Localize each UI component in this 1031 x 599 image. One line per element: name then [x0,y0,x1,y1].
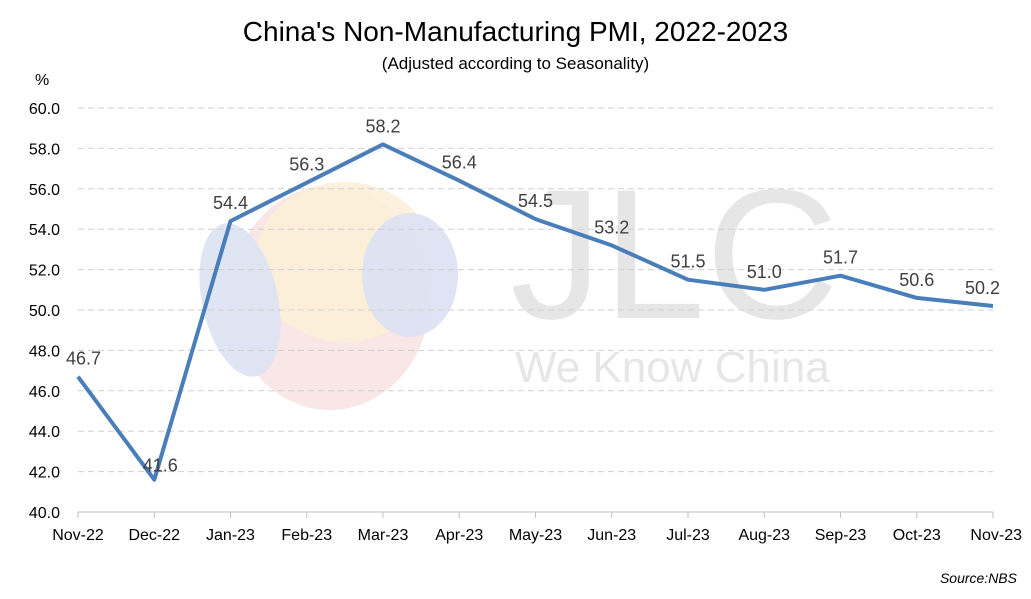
axes [77,511,994,518]
data-label: 50.2 [965,278,1000,298]
y-tick-label: 52.0 [29,263,60,280]
x-tick-label: Oct-23 [893,527,941,544]
source-note: Source:NBS [939,570,1017,586]
series-line [76,142,994,482]
watermark-logo-text: JLC [510,152,839,358]
data-label: 51.5 [670,252,705,272]
y-tick-label: 42.0 [29,465,60,482]
data-label: 41.6 [143,456,178,476]
x-tick-labels: Nov-22 Dec-22 Jan-23 Feb-23 Mar-23 Apr-23 May-… [52,527,1022,544]
data-labels: 46.7 41.6 54.4 56.3 58.2 56.4 54.5 53.2 51.5 51.0… [66,116,1000,475]
x-tick-label: Feb-23 [281,527,332,544]
y-tick-label: 56.0 [29,182,60,199]
data-label: 54.5 [518,191,553,211]
jlc-watermark: JLC We Know China [199,152,839,410]
x-tick-label: Jun-23 [587,527,636,544]
x-tick-label: Jul-23 [666,527,710,544]
data-label: 51.0 [747,262,782,282]
y-tick-label: 50.0 [29,303,60,320]
data-label: 51.7 [823,248,858,268]
data-label: 58.2 [365,116,400,136]
y-tick-label: 40.0 [29,505,60,522]
chart-subtitle: (Adjusted according to Seasonality) [381,54,650,73]
chart-title: China's Non-Manufacturing PMI, 2022-2023 [242,16,789,47]
data-label: 56.4 [442,153,477,173]
x-tick-label: Nov-22 [52,527,104,544]
data-label: 56.3 [289,155,324,175]
y-tick-label: 60.0 [29,101,60,118]
y-tick-label: 46.0 [29,384,60,401]
watermark-tagline: We Know China [515,343,830,392]
y-axis-unit-label: % [35,72,50,89]
y-tick-label: 58.0 [29,141,60,158]
y-tick-label: 54.0 [29,222,60,239]
y-tick-label: 44.0 [29,424,60,441]
y-tick-labels: 40.0 42.0 44.0 46.0 48.0 50.0 52.0 54.0 56.0 58.0… [29,101,60,522]
x-tick-label: May-23 [509,527,562,544]
gridlines [78,107,993,473]
data-label: 50.6 [899,270,934,290]
x-tick-label: Apr-23 [435,527,483,544]
data-label: 46.7 [66,349,101,369]
x-tick-label: Aug-23 [738,527,790,544]
data-label: 54.4 [213,193,248,213]
x-tick-label: Nov-23 [970,527,1022,544]
x-tick-label: Dec-22 [128,527,180,544]
data-label: 53.2 [594,217,629,237]
x-tick-label: Mar-23 [358,527,409,544]
x-tick-label: Sep-23 [815,527,867,544]
x-tick-label: Jan-23 [206,527,255,544]
y-tick-label: 48.0 [29,343,60,360]
